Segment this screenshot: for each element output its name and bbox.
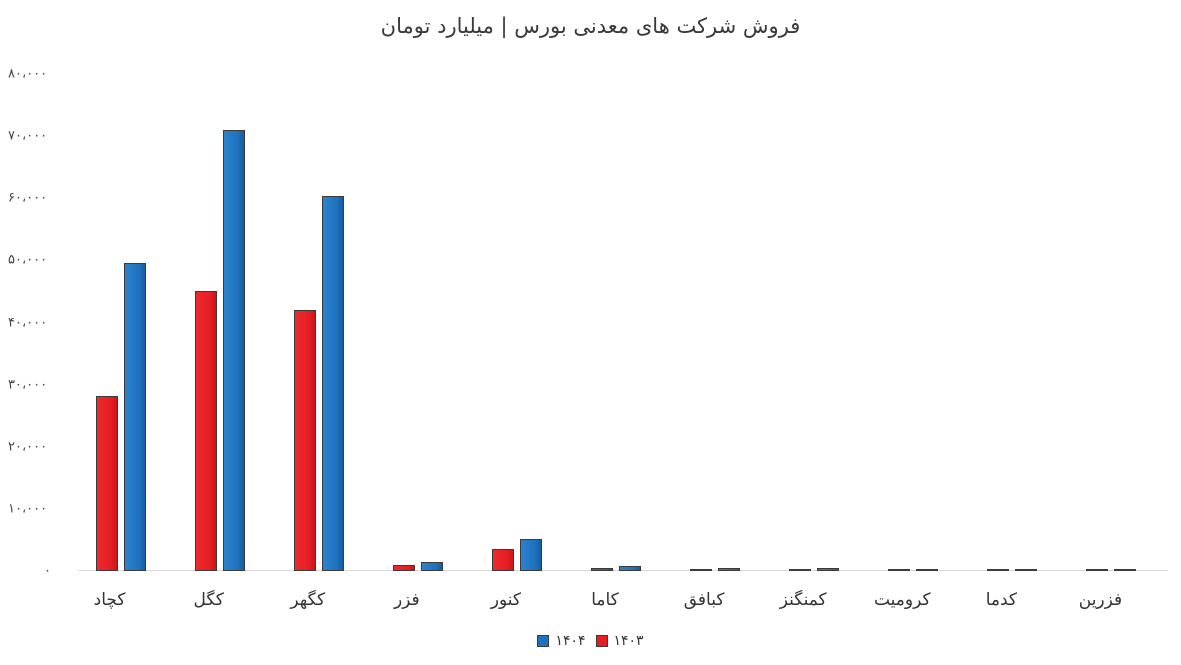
y-tick-label: ۸۰،۰۰۰ xyxy=(8,66,48,82)
bar-۱۴۰۴ xyxy=(1015,569,1038,571)
bar-۱۴۰۳ xyxy=(690,569,713,571)
legend: ۱۴۰۴ ۱۴۰۳ xyxy=(0,633,1181,649)
x-tick-label: کچاد xyxy=(93,590,126,610)
x-tick-label: فزر xyxy=(393,590,420,610)
chart-title: فروش شرکت های معدنی بورس | میلیارد تومان xyxy=(380,14,801,38)
bar-۱۴۰۴ xyxy=(123,262,146,571)
x-tick-label: کرومیت xyxy=(873,590,931,610)
x-tick-label: کبافق xyxy=(683,590,725,610)
x-tick-label: کگهر xyxy=(290,590,326,610)
legend-label: ۱۴۰۳ xyxy=(613,633,644,649)
bar-۱۴۰۳ xyxy=(491,549,514,571)
bar-۱۴۰۳ xyxy=(987,569,1010,571)
y-tick-label: ۵۰،۰۰۰ xyxy=(8,252,48,268)
bar-۱۴۰۳ xyxy=(293,310,316,571)
bar-۱۴۰۴ xyxy=(321,195,344,571)
bar-۱۴۰۴ xyxy=(519,538,542,571)
bar-۱۴۰۳ xyxy=(888,569,911,571)
bar-۱۴۰۴ xyxy=(619,565,641,571)
x-tick-label: کگل xyxy=(193,590,224,610)
legend-swatch-blue xyxy=(537,635,550,647)
bar-۱۴۰۴ xyxy=(718,568,741,571)
bar-۱۴۰۳ xyxy=(194,290,217,571)
legend-swatch-red xyxy=(595,635,608,647)
legend-label: ۱۴۰۴ xyxy=(555,633,586,649)
x-tick-label: کدما xyxy=(985,590,1018,610)
x-tick-label: کنور xyxy=(490,590,522,610)
bar-۱۴۰۳ xyxy=(392,564,415,571)
bar-۱۴۰۳ xyxy=(789,569,812,571)
y-tick-label: ۴۰،۰۰۰ xyxy=(8,315,48,330)
x-tick-label: کاما xyxy=(591,590,619,610)
y-tick-label: ۰ xyxy=(44,563,51,579)
bar-۱۴۰۴ xyxy=(420,562,443,571)
bar-۱۴۰۳ xyxy=(1086,569,1109,571)
bar-۱۴۰۳ xyxy=(95,395,118,571)
bar-۱۴۰۳ xyxy=(591,567,613,571)
bar-۱۴۰۴ xyxy=(817,568,840,571)
x-tick-label: کمنگنز xyxy=(779,590,827,610)
x-tick-label: فزرین xyxy=(1078,590,1123,610)
y-tick-label: ۲۰،۰۰۰ xyxy=(8,439,48,455)
y-tick-label: ۷۰،۰۰۰ xyxy=(8,128,48,144)
bar-۱۴۰۴ xyxy=(222,129,245,571)
bar-۱۴۰۴ xyxy=(1114,569,1137,571)
legend-item-1404: ۱۴۰۴ xyxy=(537,633,586,649)
y-tick-label: ۱۰،۰۰۰ xyxy=(8,501,48,517)
y-tick-label: ۳۰،۰۰۰ xyxy=(8,377,48,393)
legend-item-1403: ۱۴۰۳ xyxy=(595,633,644,649)
plot-area xyxy=(78,74,1168,571)
y-tick-label: ۶۰،۰۰۰ xyxy=(8,190,48,206)
bar-۱۴۰۴ xyxy=(916,569,939,571)
